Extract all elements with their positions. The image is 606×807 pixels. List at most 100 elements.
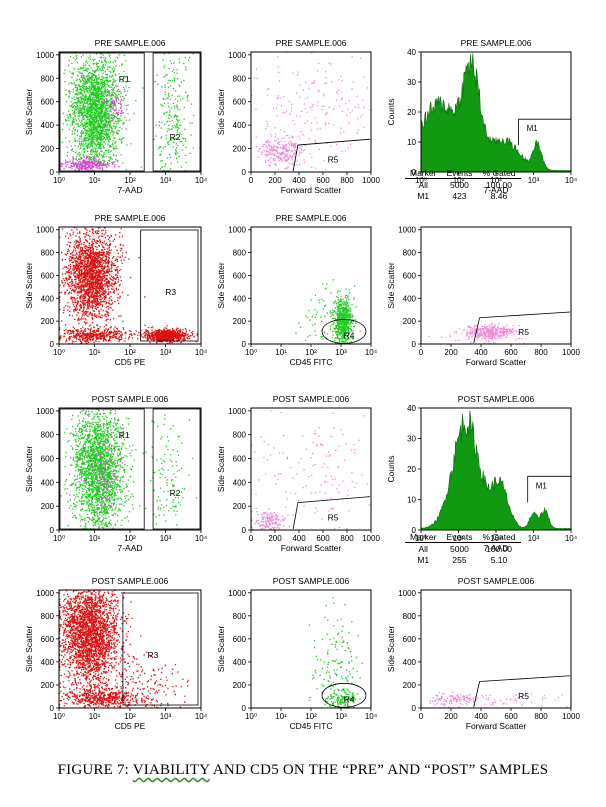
y-tick-label: 800	[233, 431, 247, 440]
x-axis-label: CD45 FITC	[290, 721, 333, 731]
y-tick-label: 600	[233, 455, 247, 464]
scatter-points-pink	[455, 322, 520, 344]
caption-suffix: AND CD5 ON THE “PRE” AND “POST” SAMPLES	[209, 762, 549, 778]
stats-table-post: Marker Events % Gated All 5000 100.00 M1…	[405, 531, 521, 565]
scatter-points-green	[329, 285, 357, 344]
chart-title: POST SAMPLE.006	[273, 394, 350, 404]
x-axis-label: 7-AAD	[483, 185, 508, 195]
stats-header: Marker	[405, 531, 442, 543]
y-tick-label: 1000	[228, 407, 246, 416]
x-tick-label: 200	[444, 712, 458, 721]
x-tick-label: 10¹	[275, 712, 287, 721]
y-tick-label: 600	[41, 635, 55, 644]
y-axis-label: Side Scatter	[24, 262, 34, 308]
y-tick-label: 0	[242, 526, 247, 535]
y-tick-label: 1000	[36, 226, 54, 235]
x-tick-label: 10³	[335, 348, 347, 357]
x-axis-label: Forward Scatter	[281, 185, 342, 195]
y-tick-label: 10	[407, 496, 416, 505]
scatter-points-pink	[421, 693, 571, 708]
chart-title: POST SAMPLE.006	[458, 394, 535, 404]
gate-label-r3: R3	[165, 287, 176, 297]
scatter-points-pink	[251, 506, 294, 530]
x-tick-label: 10⁰	[245, 348, 257, 357]
gate-r2	[152, 52, 201, 172]
y-tick-label: 1000	[398, 226, 416, 235]
y-tick-label: 1000	[228, 51, 246, 60]
x-tick-label: 10⁰	[415, 176, 427, 185]
x-tick-label: 10¹	[89, 348, 101, 357]
x-tick-label: 10⁴	[565, 176, 578, 185]
x-axis-label: 7-AAD	[117, 185, 142, 195]
y-tick-label: 40	[407, 48, 416, 57]
plot-area	[251, 52, 371, 172]
y-tick-label: 0	[412, 704, 417, 713]
x-tick-label: 600	[316, 176, 330, 185]
table-row: All 5000 100.00	[405, 179, 521, 191]
scatter-points-red	[59, 227, 146, 344]
plot-area	[59, 227, 199, 344]
gate-label-r4: R4	[344, 330, 355, 340]
x-axis-label: Forward Scatter	[466, 357, 527, 367]
y-tick-label: 600	[403, 271, 417, 280]
stats-cell: All	[418, 543, 428, 554]
x-tick-label: 10³	[160, 712, 172, 721]
y-tick-label: 200	[233, 145, 247, 154]
gate-label-r5: R5	[328, 155, 339, 165]
x-tick-label: 200	[268, 176, 282, 185]
chart-pre-7aad-ssc: PRE SAMPLE.006 R1 R2 10⁰ 10¹ 10² 10³ 10⁴ 0 200 400…	[24, 38, 208, 195]
gate-label-r1: R1	[119, 74, 130, 84]
x-tick-label: 10¹	[89, 712, 101, 721]
chart-post-7aad-ssc: POST SAMPLE.006 R1 R2 10⁰ 10¹ 10² 10³ 10⁴ 0 200 40…	[24, 394, 208, 553]
x-tick-label: 10²	[124, 348, 136, 357]
chart-title: POST SAMPLE.006	[92, 394, 169, 404]
y-tick-label: 200	[233, 317, 247, 326]
x-tick-label: 10¹	[89, 176, 101, 185]
x-tick-label: 10³	[528, 176, 540, 185]
y-tick-label: 400	[233, 658, 247, 667]
y-tick-label: 800	[41, 612, 55, 621]
y-axis-label: Side Scatter	[386, 626, 396, 672]
scatter-points-green	[60, 408, 141, 530]
plot-frame	[420, 226, 572, 345]
plot-frame	[250, 407, 372, 531]
y-tick-label: 600	[233, 635, 247, 644]
y-tick-label: 10	[407, 138, 416, 147]
chart-title: PRE SAMPLE.006	[461, 38, 532, 48]
histogram-area	[421, 53, 571, 172]
y-tick-label: 800	[41, 249, 55, 258]
plot-area	[251, 410, 371, 530]
scatter-points-pink	[251, 410, 371, 530]
gate-r2	[152, 408, 201, 530]
x-tick-label: 10³	[528, 534, 540, 543]
plot-area	[421, 410, 571, 530]
x-tick-label: 10²	[124, 534, 136, 543]
x-tick-label: 10³	[160, 348, 172, 357]
scatter-points-magenta	[97, 85, 128, 130]
y-axis-label: Side Scatter	[216, 626, 226, 672]
x-tick-label: 10⁰	[53, 534, 65, 543]
stats-cell: M1	[417, 554, 430, 565]
chart-title: PRE SAMPLE.006	[276, 213, 347, 223]
stats-cell: 423	[452, 190, 467, 201]
y-tick-label: 1000	[36, 589, 54, 598]
x-tick-label: 10⁰	[245, 712, 257, 721]
stats-cell: 100.00	[485, 179, 512, 190]
x-tick-label: 200	[268, 534, 282, 543]
y-tick-label: 400	[41, 121, 55, 130]
y-tick-label: 200	[41, 502, 55, 511]
x-tick-label: 800	[534, 348, 548, 357]
x-tick-label: 10¹	[89, 534, 101, 543]
gate-label-r5: R5	[518, 327, 529, 337]
x-tick-label: 400	[474, 348, 488, 357]
scatter-points-green	[321, 689, 359, 708]
marker-label: M1	[536, 481, 548, 490]
plot-frame	[250, 226, 372, 345]
chart-title: PRE SAMPLE.006	[276, 38, 347, 48]
y-tick-label: 40	[407, 404, 416, 413]
stats-cell: 8.46	[490, 190, 508, 201]
y-tick-label: 200	[41, 145, 55, 154]
y-tick-label: 1000	[36, 51, 54, 60]
x-axis-label: 7-AAD	[483, 543, 508, 553]
y-tick-label: 400	[233, 294, 247, 303]
